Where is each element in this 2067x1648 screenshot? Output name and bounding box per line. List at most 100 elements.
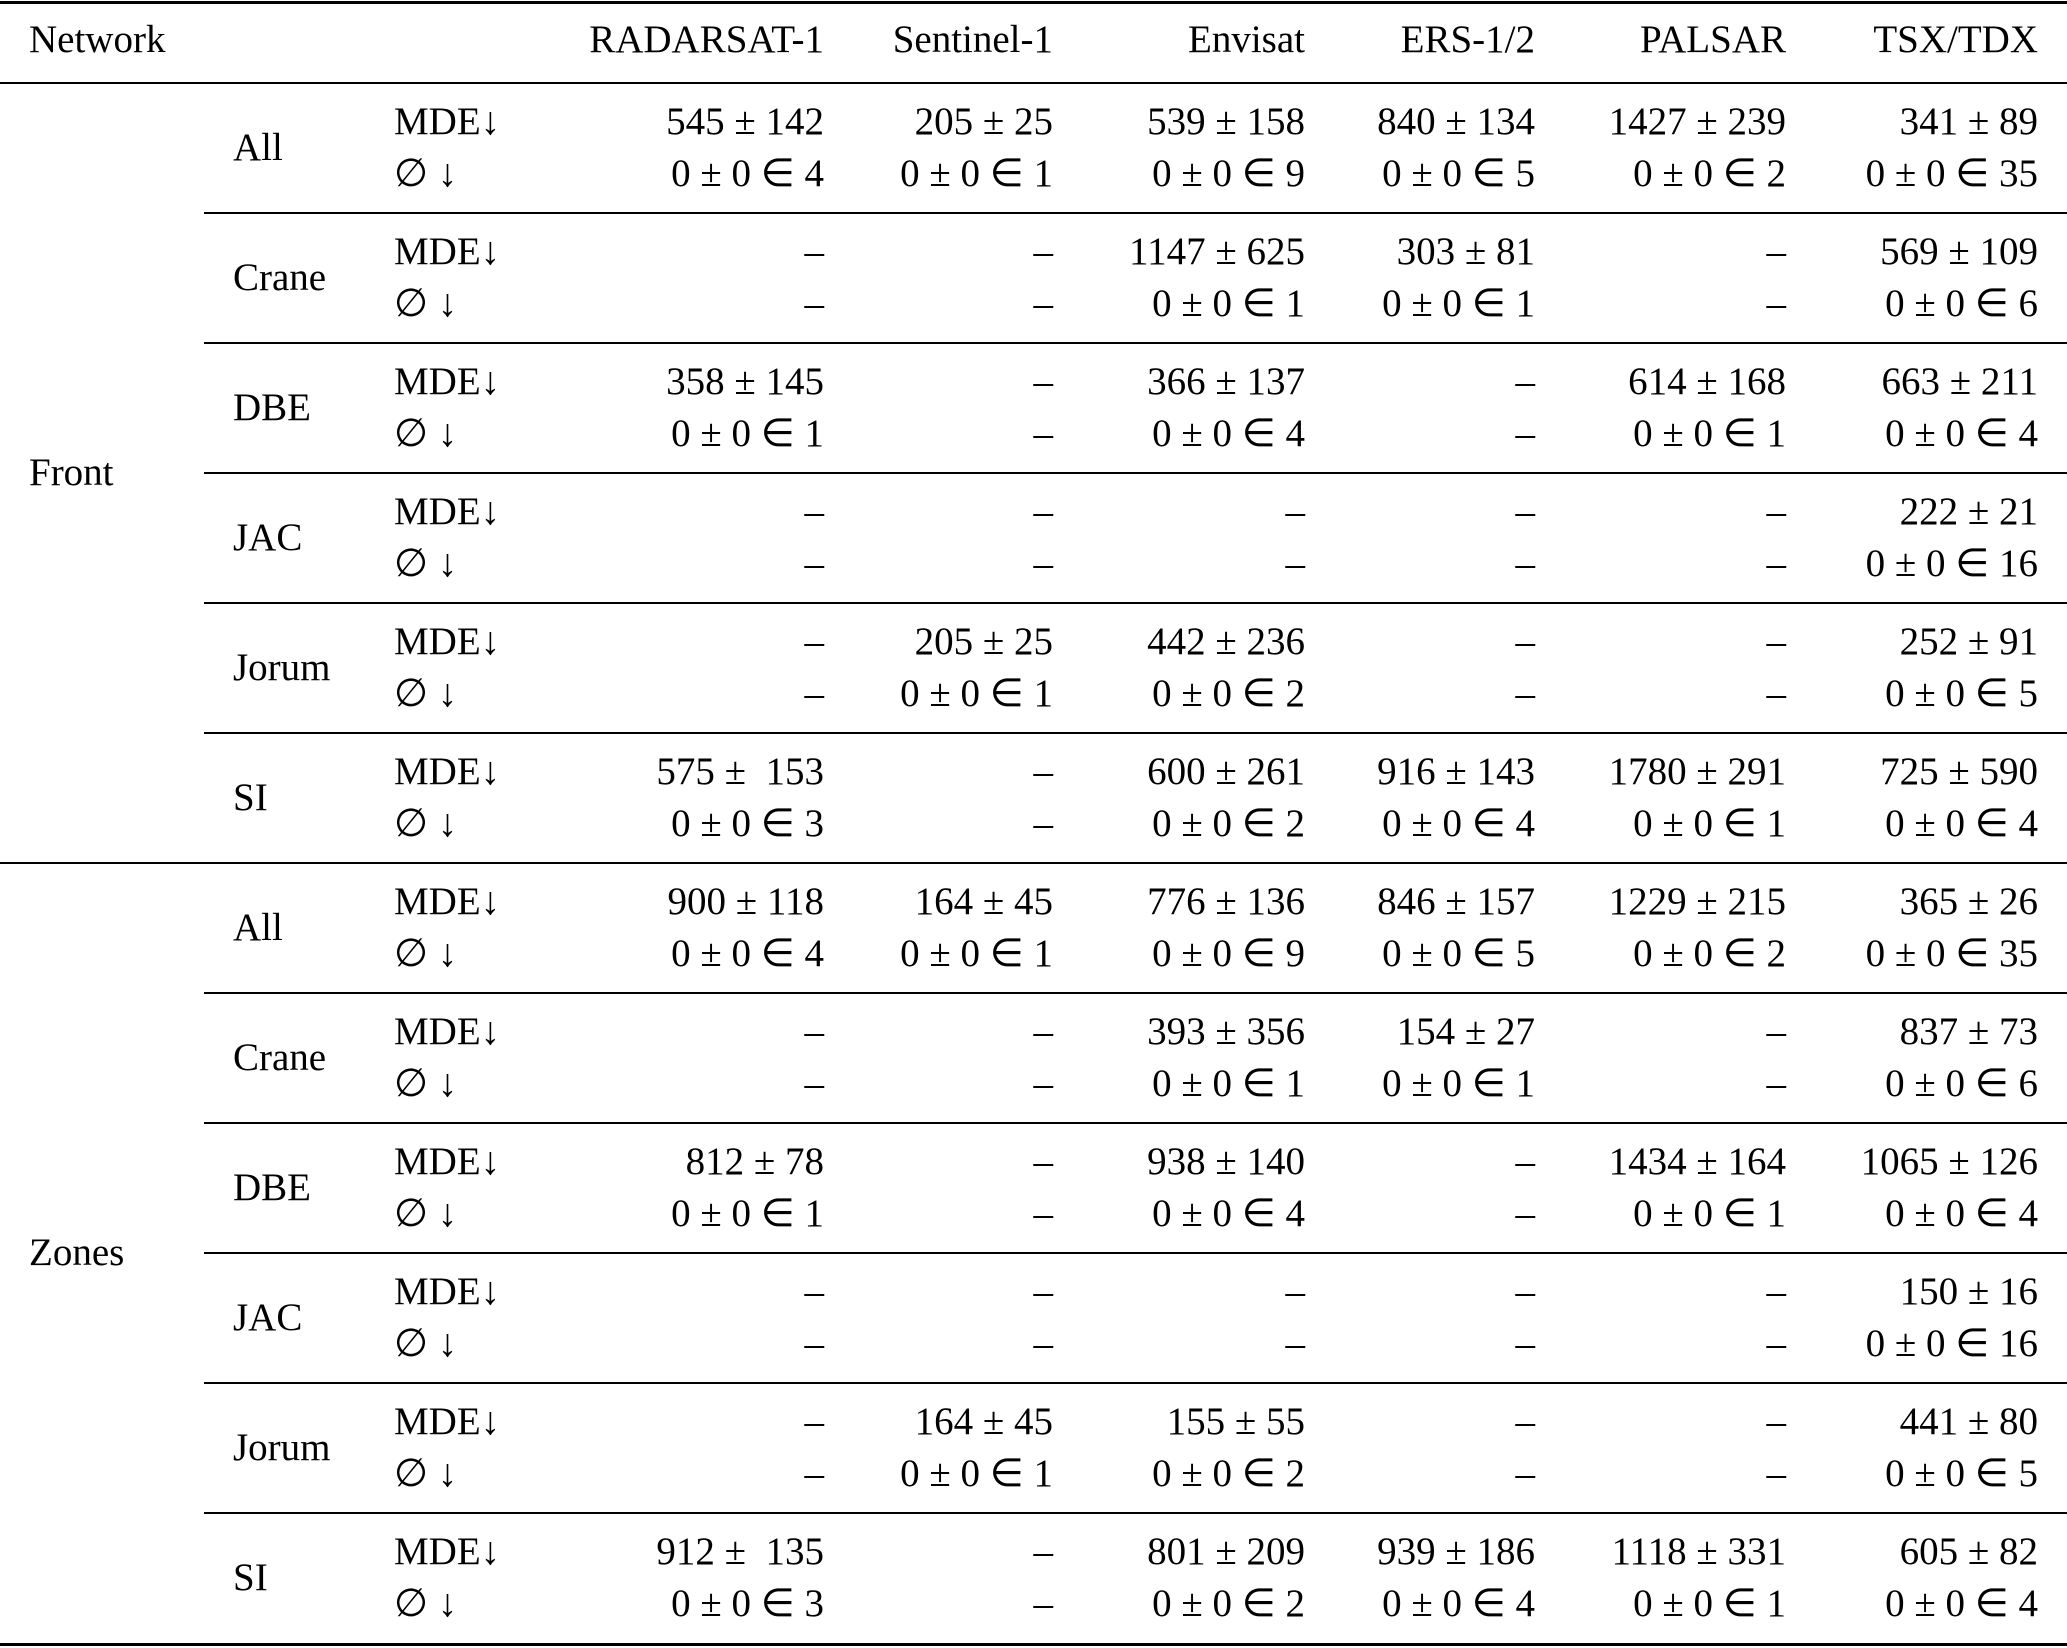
mde-cell: – (1033, 490, 1054, 533)
empty-cell: 0 ± 0 ∈ 9 (1152, 932, 1305, 975)
row-label: JAC (233, 1296, 303, 1339)
mde-cell: 725 ± 590 (1880, 750, 2038, 793)
metric-label-empty: ∅ ↓ (394, 1062, 458, 1105)
mde-cell: 358 ± 145 (666, 360, 824, 403)
metric-label-empty: ∅ ↓ (394, 1582, 458, 1625)
row-rule (204, 342, 2067, 344)
mde-cell: 939 ± 186 (1377, 1530, 1535, 1573)
empty-cell: 0 ± 0 ∈ 2 (1152, 672, 1305, 715)
metric-label-empty: ∅ ↓ (394, 152, 458, 195)
mde-cell: – (1033, 1010, 1054, 1053)
mde-cell: – (1033, 360, 1054, 403)
empty-cell: 0 ± 0 ∈ 35 (1865, 932, 2038, 975)
empty-cell: 0 ± 0 ∈ 1 (1152, 1062, 1305, 1105)
row-label: SI (233, 776, 268, 819)
header-rule (0, 82, 2067, 84)
empty-cell: – (1033, 802, 1054, 845)
empty-cell: 0 ± 0 ∈ 5 (1382, 932, 1535, 975)
group-rule (0, 862, 2067, 864)
metric-label-mde: MDE↓ (394, 490, 501, 533)
row-rule (204, 1512, 2067, 1514)
mde-cell: – (1515, 620, 1536, 663)
empty-cell: – (1285, 1322, 1306, 1365)
mde-cell: 441 ± 80 (1899, 1400, 2038, 1443)
mde-cell: 252 ± 91 (1899, 620, 2038, 663)
bottom-rule (0, 1643, 2067, 1646)
mde-cell: – (1033, 1530, 1054, 1573)
metric-label-empty: ∅ ↓ (394, 282, 458, 325)
empty-cell: – (804, 542, 825, 585)
empty-cell: – (1515, 1452, 1536, 1495)
mde-cell: 1434 ± 164 (1608, 1140, 1786, 1183)
empty-cell: – (804, 282, 825, 325)
mde-cell: 442 ± 236 (1147, 620, 1305, 663)
row-label: Crane (233, 256, 327, 299)
mde-cell: 1229 ± 215 (1608, 880, 1786, 923)
mde-cell: – (1766, 1400, 1787, 1443)
empty-cell: 0 ± 0 ∈ 4 (1885, 802, 2038, 845)
mde-cell: 840 ± 134 (1377, 100, 1535, 143)
metric-label-mde: MDE↓ (394, 100, 501, 143)
mde-cell: 164 ± 45 (914, 880, 1053, 923)
column-header: ERS-1/2 (1400, 18, 1535, 61)
column-header: Sentinel-1 (892, 18, 1053, 61)
empty-cell: – (1766, 1062, 1787, 1105)
empty-cell: 0 ± 0 ∈ 16 (1865, 542, 2038, 585)
mde-cell: – (804, 620, 825, 663)
empty-cell: – (1515, 672, 1536, 715)
empty-cell: 0 ± 0 ∈ 4 (1382, 1582, 1535, 1625)
mde-cell: 1118 ± 331 (1611, 1530, 1786, 1573)
empty-cell: 0 ± 0 ∈ 3 (671, 1582, 824, 1625)
mde-cell: 912 ± 135 (656, 1530, 824, 1573)
empty-cell: 0 ± 0 ∈ 1 (900, 1452, 1053, 1495)
mde-cell: 1780 ± 291 (1608, 750, 1786, 793)
empty-cell: – (1033, 1192, 1054, 1235)
mde-cell: 614 ± 168 (1628, 360, 1786, 403)
metric-label-empty: ∅ ↓ (394, 1452, 458, 1495)
mde-cell: – (804, 490, 825, 533)
empty-cell: – (1033, 282, 1054, 325)
mde-cell: 600 ± 261 (1147, 750, 1305, 793)
mde-cell: 569 ± 109 (1880, 230, 2038, 273)
empty-cell: – (1285, 542, 1306, 585)
metric-label-mde: MDE↓ (394, 1530, 501, 1573)
mde-cell: 393 ± 356 (1147, 1010, 1305, 1053)
group-label: Front (29, 451, 114, 494)
mde-cell: – (1766, 1270, 1787, 1313)
empty-cell: 0 ± 0 ∈ 1 (1633, 1192, 1786, 1235)
empty-cell: 0 ± 0 ∈ 1 (1633, 1582, 1786, 1625)
empty-cell: 0 ± 0 ∈ 4 (1152, 412, 1305, 455)
empty-cell: 0 ± 0 ∈ 1 (1382, 1062, 1535, 1105)
mde-cell: – (804, 230, 825, 273)
mde-cell: – (1515, 360, 1536, 403)
row-rule (204, 1122, 2067, 1124)
empty-cell: 0 ± 0 ∈ 1 (1382, 282, 1535, 325)
mde-cell: 205 ± 25 (914, 100, 1053, 143)
mde-cell: – (1285, 1270, 1306, 1313)
row-rule (204, 212, 2067, 214)
metric-label-mde: MDE↓ (394, 230, 501, 273)
empty-cell: 0 ± 0 ∈ 6 (1885, 1062, 2038, 1105)
empty-cell: – (1766, 542, 1787, 585)
mde-cell: – (804, 1010, 825, 1053)
mde-cell: 545 ± 142 (666, 100, 824, 143)
mde-cell: 605 ± 82 (1899, 1530, 2038, 1573)
metric-label-mde: MDE↓ (394, 1400, 501, 1443)
empty-cell: – (1033, 1582, 1054, 1625)
metric-label-mde: MDE↓ (394, 360, 501, 403)
column-header: RADARSAT-1 (589, 18, 824, 61)
mde-cell: 575 ± 153 (656, 750, 824, 793)
metric-label-empty: ∅ ↓ (394, 412, 458, 455)
mde-cell: – (1766, 620, 1787, 663)
mde-cell: 164 ± 45 (914, 1400, 1053, 1443)
mde-cell: – (1033, 1270, 1054, 1313)
empty-cell: – (1033, 1322, 1054, 1365)
metric-label-mde: MDE↓ (394, 1140, 501, 1183)
metric-label-empty: ∅ ↓ (394, 1192, 458, 1235)
row-label: JAC (233, 516, 303, 559)
metric-label-mde: MDE↓ (394, 1010, 501, 1053)
mde-cell: 846 ± 157 (1377, 880, 1535, 923)
empty-cell: 0 ± 0 ∈ 4 (1885, 1192, 2038, 1235)
metric-label-empty: ∅ ↓ (394, 932, 458, 975)
row-label: Crane (233, 1036, 327, 1079)
